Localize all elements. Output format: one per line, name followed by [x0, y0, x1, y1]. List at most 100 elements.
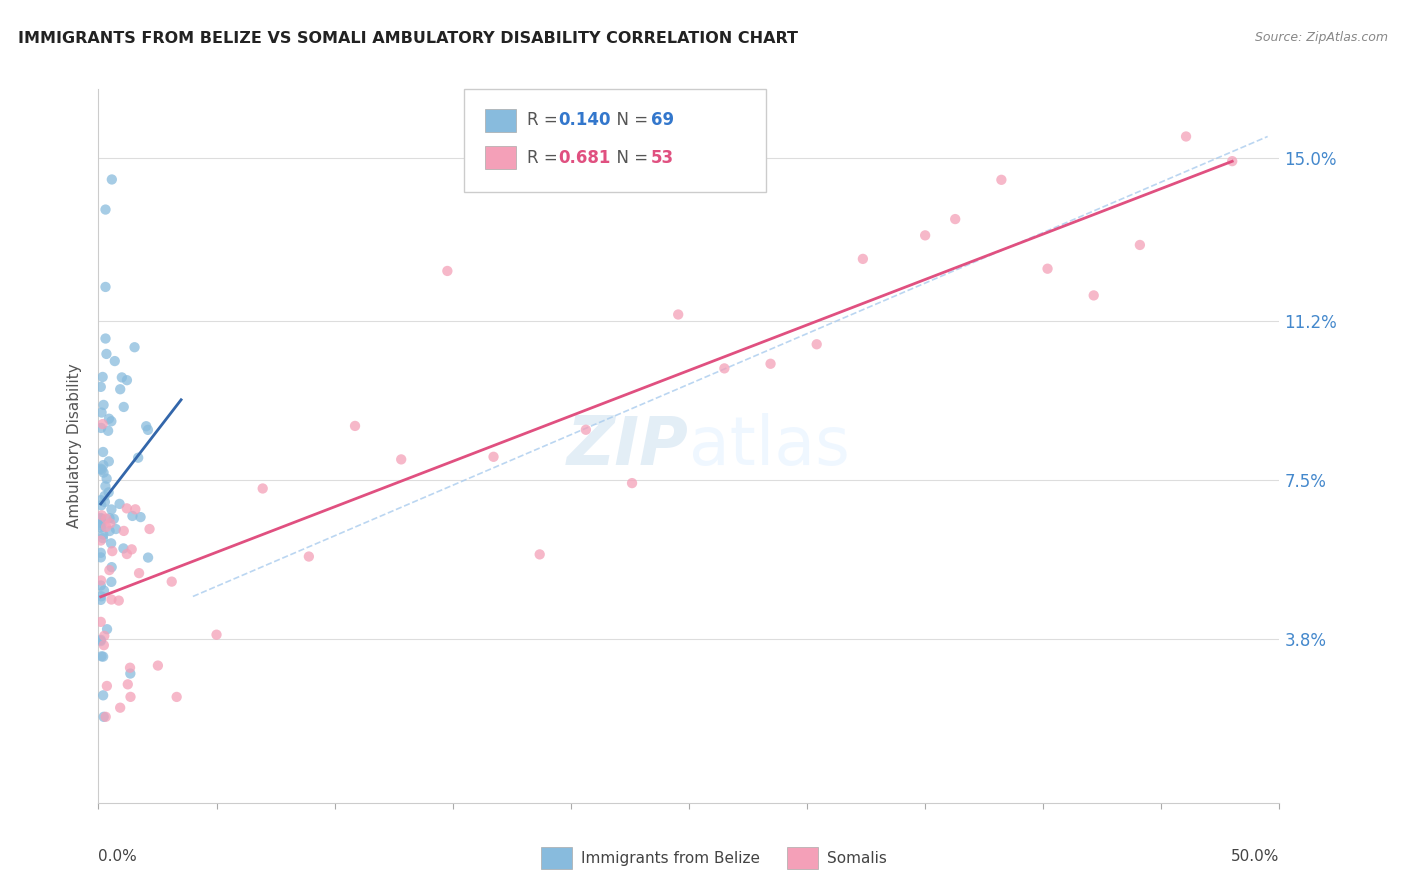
Point	[110, 382, 132, 396]
Point	[575, 423, 598, 437]
Text: R =: R =	[527, 112, 564, 129]
Point	[98, 516, 121, 531]
Point	[93, 638, 115, 652]
Point	[93, 710, 115, 724]
Point	[91, 370, 114, 384]
Point	[713, 361, 735, 376]
Point	[94, 280, 117, 294]
Point	[135, 419, 157, 434]
Point	[100, 574, 122, 589]
Point	[90, 421, 112, 435]
Point	[120, 690, 142, 704]
Point	[146, 658, 169, 673]
Text: IMMIGRANTS FROM BELIZE VS SOMALI AMBULATORY DISABILITY CORRELATION CHART: IMMIGRANTS FROM BELIZE VS SOMALI AMBULAT…	[18, 31, 799, 46]
Point	[90, 578, 112, 592]
Point	[117, 677, 139, 691]
Point	[98, 563, 121, 577]
Point	[90, 649, 112, 664]
Point	[529, 548, 551, 562]
Point	[97, 424, 120, 438]
Point	[136, 550, 159, 565]
Point	[1220, 154, 1243, 169]
Point	[90, 518, 112, 533]
Point	[943, 212, 966, 227]
Point	[914, 228, 936, 243]
Point	[1083, 288, 1105, 302]
Text: 0.681: 0.681	[558, 149, 610, 167]
Point	[90, 516, 112, 530]
Point	[96, 679, 118, 693]
Point	[1129, 238, 1152, 252]
Point	[806, 337, 828, 351]
Point	[90, 593, 112, 607]
Point	[90, 511, 112, 525]
Point	[97, 485, 120, 500]
Point	[104, 522, 127, 536]
Text: atlas: atlas	[689, 413, 849, 479]
Point	[112, 541, 135, 556]
Point	[108, 700, 131, 714]
Point	[252, 482, 274, 496]
Point	[166, 690, 188, 704]
Point	[90, 574, 112, 588]
Point	[93, 629, 115, 643]
Point	[103, 512, 125, 526]
Point	[90, 615, 112, 629]
Point	[90, 461, 112, 475]
Point	[94, 332, 117, 346]
Point	[91, 689, 114, 703]
Point	[90, 406, 112, 420]
Point	[298, 549, 321, 564]
Point	[91, 649, 114, 664]
Point	[136, 423, 159, 437]
Point	[100, 560, 122, 574]
Point	[115, 547, 138, 561]
Point	[120, 666, 142, 681]
Point	[90, 550, 112, 565]
Point	[98, 524, 121, 538]
Text: 0.0%: 0.0%	[98, 849, 138, 864]
Y-axis label: Ambulatory Disability: Ambulatory Disability	[67, 364, 83, 528]
Point	[990, 173, 1012, 187]
Point	[104, 354, 127, 368]
Point	[101, 172, 124, 186]
Point	[160, 574, 183, 589]
Point	[96, 472, 118, 486]
Point	[94, 710, 117, 724]
Point	[666, 308, 689, 322]
Text: N =: N =	[606, 112, 654, 129]
Point	[91, 458, 114, 472]
Point	[90, 380, 112, 394]
Point	[93, 583, 115, 598]
Point	[115, 501, 138, 516]
Text: ZIP: ZIP	[567, 413, 689, 479]
Point	[129, 510, 152, 524]
Point	[90, 634, 112, 648]
Point	[90, 546, 112, 560]
Point	[118, 661, 141, 675]
Point	[111, 370, 134, 384]
Point	[138, 522, 160, 536]
Point	[121, 508, 143, 523]
Point	[94, 495, 117, 509]
Point	[115, 373, 138, 387]
Text: 0.140: 0.140	[558, 112, 610, 129]
Point	[100, 502, 122, 516]
Point	[93, 466, 115, 480]
Point	[1175, 129, 1198, 144]
Point	[100, 414, 122, 428]
Point	[93, 489, 115, 503]
Point	[94, 202, 117, 217]
Point	[100, 536, 122, 550]
Text: 53: 53	[651, 149, 673, 167]
Point	[389, 452, 412, 467]
Point	[344, 418, 367, 433]
Point	[107, 593, 129, 607]
Point	[100, 592, 122, 607]
Point	[112, 524, 135, 538]
Point	[482, 450, 505, 464]
Point	[124, 502, 146, 516]
Point	[436, 264, 458, 278]
Point	[94, 520, 117, 534]
Point	[101, 544, 124, 558]
